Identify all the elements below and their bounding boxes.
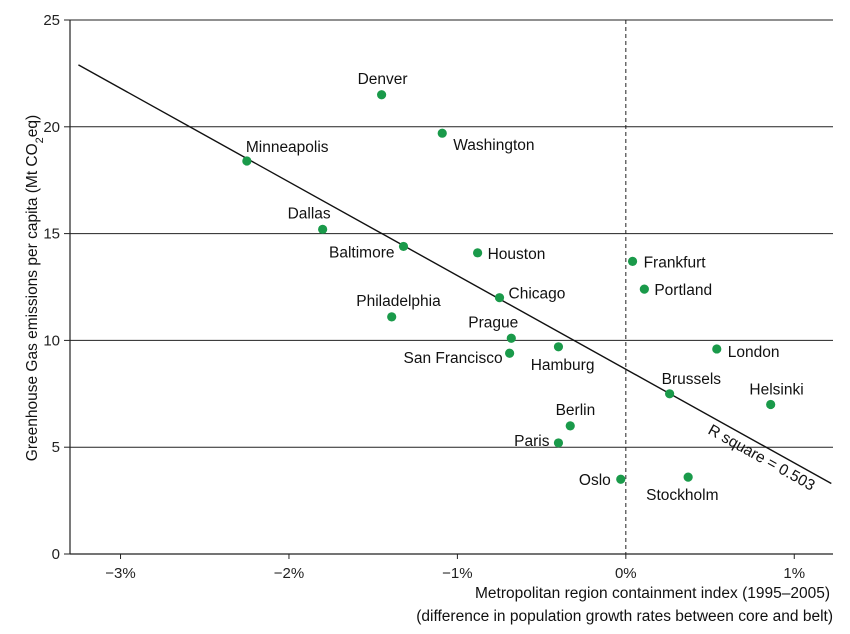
- data-point: [437, 128, 447, 138]
- point-label: Denver: [358, 71, 408, 88]
- y-tick-label: 10: [43, 332, 60, 349]
- data-point: [553, 342, 564, 352]
- y-axis-label: Greenhouse Gas emissions per capita (Mt …: [24, 115, 46, 461]
- point-label: San Francisco: [404, 350, 503, 367]
- point-label: Philadelphia: [356, 293, 441, 310]
- point-label: Washington: [453, 137, 534, 154]
- point-label: Houston: [488, 246, 546, 263]
- data-point: [712, 344, 722, 354]
- point-label: Portland: [654, 282, 712, 299]
- point-label: Brussels: [662, 371, 722, 388]
- data-point: [627, 256, 638, 266]
- trendline-label: R square = 0.503: [705, 422, 818, 495]
- gridlines: [70, 19, 833, 448]
- data-points: [242, 90, 776, 484]
- x-tick-label: 1%: [783, 565, 805, 582]
- data-point: [639, 284, 649, 294]
- x-axis-ticks: −3% −2% −1% 0% 1%: [105, 554, 805, 582]
- point-label: Prague: [468, 314, 518, 331]
- data-point: [665, 389, 675, 399]
- point-label: Berlin: [556, 402, 596, 419]
- data-point: [398, 241, 409, 252]
- data-point: [473, 248, 483, 258]
- point-label: Chicago: [509, 286, 566, 303]
- data-point: [553, 438, 564, 448]
- point-label: Stockholm: [646, 487, 718, 504]
- data-point: [565, 421, 575, 431]
- data-point: [318, 224, 328, 234]
- point-label: Frankfurt: [644, 254, 707, 271]
- data-point: [377, 90, 387, 100]
- point-label: Hamburg: [531, 357, 595, 374]
- data-point: [494, 293, 505, 303]
- data-point: [242, 156, 252, 166]
- x-axis-label-line-2: (difference in population growth rates b…: [416, 608, 833, 625]
- x-tick-label: −3%: [105, 565, 135, 582]
- x-tick-label: 0%: [615, 565, 637, 582]
- data-point: [505, 348, 515, 358]
- y-tick-label: 5: [52, 439, 60, 456]
- data-point: [506, 333, 516, 343]
- data-point: [387, 312, 397, 322]
- y-tick-label: 15: [43, 226, 60, 243]
- y-axis-ticks: 0 5 10 15 20 25: [43, 12, 70, 563]
- point-labels: Denver Washington Minneapolis Dallas Baltimo…: [246, 71, 804, 504]
- data-point: [616, 474, 626, 484]
- point-label: Minneapolis: [246, 139, 329, 156]
- point-label: Helsinki: [749, 381, 803, 398]
- point-label: Paris: [514, 433, 550, 450]
- data-point: [766, 399, 776, 410]
- x-tick-label: −2%: [274, 565, 304, 582]
- point-label: Oslo: [579, 472, 611, 489]
- x-tick-label: −1%: [442, 565, 472, 582]
- y-tick-label: 25: [43, 12, 60, 29]
- trendline: [78, 64, 832, 485]
- point-label: London: [728, 344, 780, 361]
- y-tick-label: 20: [43, 119, 60, 136]
- x-axis-label-line-1: Metropolitan region containment index (1…: [475, 585, 830, 602]
- data-point: [683, 472, 693, 482]
- point-label: Baltimore: [329, 244, 394, 261]
- y-tick-label: 0: [52, 546, 60, 563]
- point-label: Dallas: [288, 205, 331, 222]
